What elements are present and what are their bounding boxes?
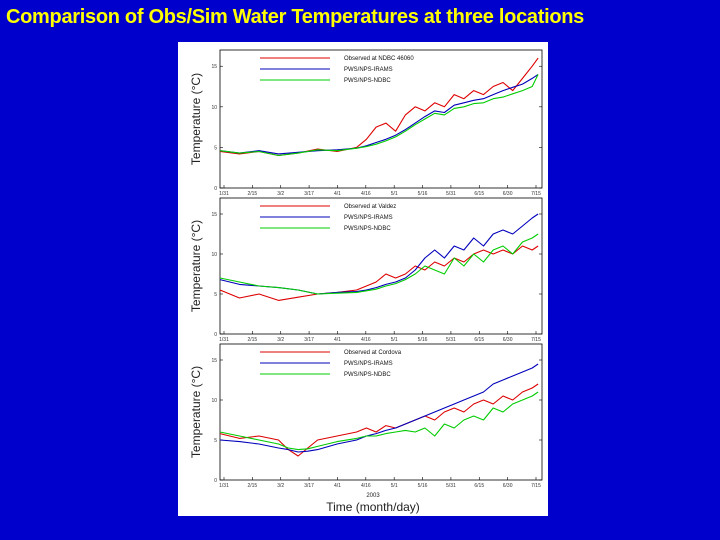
series-line xyxy=(219,391,539,451)
x-tick-label: 7/15 xyxy=(531,191,541,197)
x-tick-label: 5/16 xyxy=(418,483,428,489)
y-axis-label: Temperature (°C) xyxy=(189,220,203,312)
series-line xyxy=(219,363,539,453)
x-tick-label: 5/31 xyxy=(446,191,456,197)
y-tick-label: 15 xyxy=(211,64,217,70)
y-tick-label: 5 xyxy=(214,145,217,151)
plot-frame xyxy=(219,343,543,481)
x-axis-label: Time (month/day) xyxy=(326,500,420,514)
legend-label: PWS/NPS-NDBC xyxy=(344,372,391,378)
year-annotation: 2003 xyxy=(366,493,380,499)
legend-label: PWS/NPS-IRAMS xyxy=(344,67,393,73)
x-tick-label: 4/1 xyxy=(334,337,341,343)
legend-label: PWS/NPS-IRAMS xyxy=(344,215,393,221)
x-tick-label: 1/31 xyxy=(219,483,229,489)
x-tick-label: 3/2 xyxy=(277,337,284,343)
x-tick-label: 5/16 xyxy=(418,337,428,343)
legend-label: PWS/NPS-NDBC xyxy=(344,226,391,232)
x-tick-label: 2/15 xyxy=(247,337,257,343)
y-axis-label: Temperature (°C) xyxy=(189,73,203,165)
x-tick-label: 4/16 xyxy=(361,337,371,343)
x-tick-label: 6/15 xyxy=(474,483,484,489)
x-tick-label: 5/1 xyxy=(391,483,398,489)
x-tick-label: 4/16 xyxy=(361,191,371,197)
x-tick-label: 5/31 xyxy=(446,483,456,489)
x-tick-label: 5/1 xyxy=(391,337,398,343)
x-tick-label: 6/15 xyxy=(474,191,484,197)
y-tick-label: 15 xyxy=(211,212,217,218)
x-tick-label: 3/2 xyxy=(277,483,284,489)
y-tick-label: 15 xyxy=(211,358,217,364)
y-axis-label: Temperature (°C) xyxy=(189,366,203,458)
y-tick-label: 5 xyxy=(214,438,217,444)
x-tick-label: 4/1 xyxy=(334,191,341,197)
x-tick-label: 3/17 xyxy=(304,337,314,343)
y-tick-label: 0 xyxy=(214,478,217,484)
x-tick-label: 6/30 xyxy=(503,191,513,197)
x-tick-label: 1/31 xyxy=(219,191,229,197)
y-tick-label: 10 xyxy=(211,252,217,258)
legend-label: Observed at Cordova xyxy=(344,350,402,356)
x-tick-label: 4/16 xyxy=(361,483,371,489)
series-line xyxy=(219,383,539,457)
x-tick-label: 3/17 xyxy=(304,191,314,197)
x-tick-label: 2/15 xyxy=(247,483,257,489)
x-tick-label: 7/15 xyxy=(531,483,541,489)
series-line xyxy=(219,73,539,155)
x-tick-label: 5/16 xyxy=(418,191,428,197)
y-tick-label: 0 xyxy=(214,332,217,338)
x-tick-label: 5/31 xyxy=(446,337,456,343)
y-tick-label: 5 xyxy=(214,292,217,298)
y-tick-label: 10 xyxy=(211,398,217,404)
x-tick-label: 6/15 xyxy=(474,337,484,343)
plot-frame xyxy=(219,49,543,189)
x-tick-label: 7/15 xyxy=(531,337,541,343)
x-tick-label: 5/1 xyxy=(391,191,398,197)
plot-frame xyxy=(219,197,543,335)
x-tick-label: 6/30 xyxy=(503,337,513,343)
x-tick-label: 1/31 xyxy=(219,337,229,343)
series-line xyxy=(219,245,539,301)
legend-label: PWS/NPS-IRAMS xyxy=(344,361,393,367)
legend-label: Observed at Valdez xyxy=(344,204,396,210)
y-tick-label: 0 xyxy=(214,186,217,192)
x-tick-label: 4/1 xyxy=(334,483,341,489)
x-tick-label: 3/2 xyxy=(277,191,284,197)
legend-label: Observed at NDBC 46060 xyxy=(344,56,414,62)
x-tick-label: 6/30 xyxy=(503,483,513,489)
series-line xyxy=(219,233,539,295)
y-tick-label: 10 xyxy=(211,105,217,111)
x-tick-label: 2/15 xyxy=(247,191,257,197)
legend-label: PWS/NPS-NDBC xyxy=(344,78,391,84)
figure-panel: Temperature (°C) 0 5 10 15 1/31 2/15 3/2 3/17 4/1… xyxy=(178,42,548,516)
temperature-comparison-figure: Temperature (°C) 0 5 10 15 1/31 2/15 3/2 3/17 4/1… xyxy=(189,49,543,514)
series-line xyxy=(219,74,539,157)
slide-title: Comparison of Obs/Sim Water Temperatures… xyxy=(6,6,584,28)
x-tick-label: 3/17 xyxy=(304,483,314,489)
